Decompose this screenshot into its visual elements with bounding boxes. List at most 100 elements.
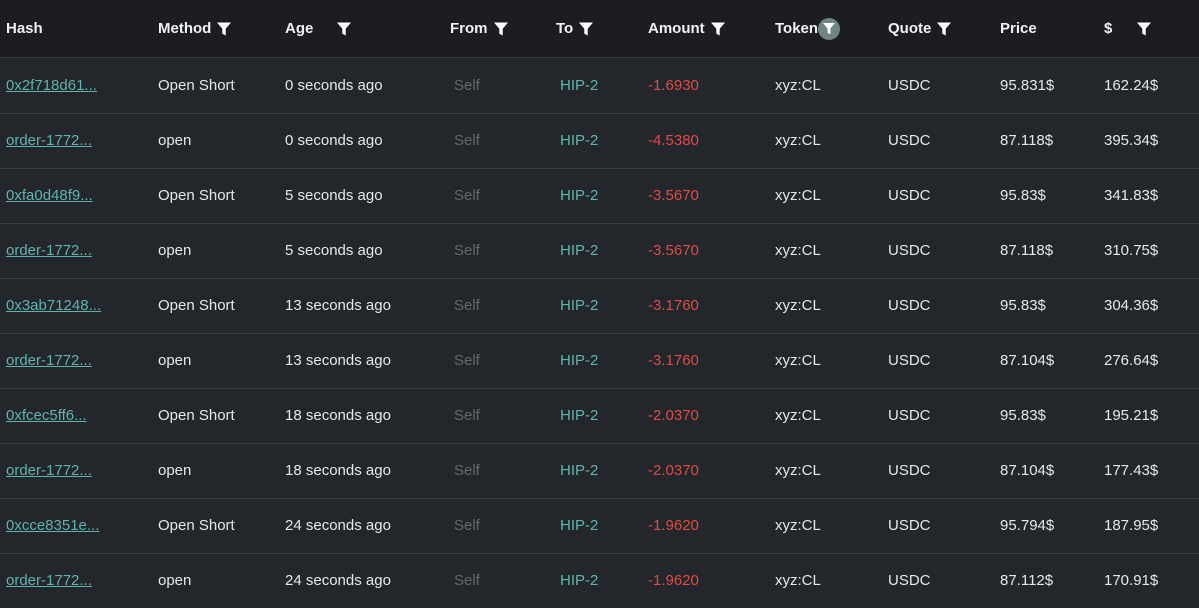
amount-cell-container: -2.0370: [648, 388, 699, 443]
age-cell: 24 seconds ago: [285, 572, 391, 589]
column-header-value[interactable]: $: [1104, 0, 1155, 57]
column-header-from[interactable]: From: [450, 0, 512, 57]
price-cell: 87.118$: [1000, 132, 1054, 149]
to-cell-container: HIP-2: [560, 388, 598, 443]
value-cell-container: 195.21$: [1104, 388, 1158, 443]
to-cell-container: HIP-2: [560, 168, 598, 223]
quote-cell: USDC: [888, 352, 931, 369]
filter-icon[interactable]: [933, 18, 955, 40]
price-cell-container: 95.794$: [1000, 498, 1054, 553]
hash-link[interactable]: order-1772...: [6, 242, 92, 259]
quote-cell: USDC: [888, 517, 931, 534]
column-header-amount[interactable]: Amount: [648, 0, 729, 57]
method-cell: Open Short: [158, 187, 235, 204]
amount-cell: -3.5670: [648, 187, 699, 204]
hash-link-container: 0xfcec5ff6...: [6, 388, 87, 443]
method-cell-container: Open Short: [158, 58, 235, 113]
hash-link[interactable]: 0x3ab71248...: [6, 297, 102, 314]
column-header-method[interactable]: Method: [158, 0, 235, 57]
value-cell: 195.21$: [1104, 407, 1159, 424]
table-row[interactable]: order-1772... open 18 seconds ago Self HIP-2…: [0, 443, 1199, 499]
value-cell: 276.64$: [1104, 352, 1159, 369]
column-header-label: Amount: [648, 20, 705, 37]
amount-cell-container: -1.9620: [648, 553, 699, 608]
quote-cell-container: USDC: [888, 553, 931, 608]
hash-link[interactable]: order-1772...: [6, 132, 92, 149]
hash-link-container: 0x2f718d61...: [6, 58, 97, 113]
filter-icon[interactable]: [1133, 18, 1155, 40]
token-cell: xyz:CL: [775, 462, 821, 479]
amount-cell: -2.0370: [648, 462, 699, 479]
hash-link[interactable]: order-1772...: [6, 462, 92, 479]
amount-cell-container: -3.5670: [648, 223, 699, 278]
to-cell: HIP-2: [560, 77, 599, 94]
amount-cell-container: -3.5670: [648, 168, 699, 223]
column-header-to[interactable]: To: [556, 0, 597, 57]
age-cell-container: 0 seconds ago: [285, 113, 383, 168]
quote-cell-container: USDC: [888, 278, 931, 333]
filter-icon-active[interactable]: [818, 17, 841, 40]
from-cell-container: Self: [454, 58, 480, 113]
hash-link[interactable]: 0xcce8351e...: [6, 517, 100, 534]
method-cell-container: open: [158, 553, 191, 608]
filter-icon[interactable]: [575, 18, 597, 40]
column-header-token[interactable]: Token: [775, 0, 841, 57]
hash-link[interactable]: 0x2f718d61...: [6, 77, 97, 94]
column-header-hash[interactable]: Hash: [6, 0, 43, 57]
filter-icon[interactable]: [707, 18, 729, 40]
filter-icon[interactable]: [333, 18, 355, 40]
filter-icon[interactable]: [490, 18, 512, 40]
price-cell: 87.118$: [1000, 242, 1054, 259]
hash-link[interactable]: order-1772...: [6, 572, 92, 589]
price-cell-container: 95.83$: [1000, 168, 1046, 223]
hash-link-container: 0xfa0d48f9...: [6, 168, 93, 223]
method-cell: open: [158, 462, 192, 479]
amount-cell: -2.0370: [648, 407, 699, 424]
table-row[interactable]: order-1772... open 24 seconds ago Self HIP-2…: [0, 553, 1199, 608]
table-row[interactable]: order-1772... open 0 seconds ago Self HIP-2 -…: [0, 113, 1199, 169]
value-cell-container: 276.64$: [1104, 333, 1158, 388]
to-cell-container: HIP-2: [560, 113, 598, 168]
table-row[interactable]: order-1772... open 13 seconds ago Self HIP-2…: [0, 333, 1199, 389]
hash-link-container: order-1772...: [6, 333, 92, 388]
token-cell-container: xyz:CL: [775, 553, 821, 608]
method-cell: Open Short: [158, 407, 235, 424]
age-cell-container: 18 seconds ago: [285, 388, 391, 443]
from-cell: Self: [454, 187, 480, 204]
age-cell-container: 24 seconds ago: [285, 553, 391, 608]
price-cell-container: 95.83$: [1000, 278, 1046, 333]
table-row[interactable]: 0xcce8351e... Open Short 24 seconds ago Sel…: [0, 498, 1199, 554]
table-row[interactable]: 0xfcec5ff6... Open Short 18 seconds ago Sel…: [0, 388, 1199, 444]
table-row[interactable]: 0x3ab71248... Open Short 13 seconds ago Sel…: [0, 278, 1199, 334]
column-header-age[interactable]: Age: [285, 0, 355, 57]
method-cell-container: Open Short: [158, 498, 235, 553]
amount-cell: -1.6930: [648, 77, 699, 94]
filter-icon[interactable]: [213, 18, 235, 40]
method-cell: Open Short: [158, 297, 235, 314]
to-cell: HIP-2: [560, 352, 599, 369]
column-header-price[interactable]: Price: [1000, 0, 1037, 57]
column-header-quote[interactable]: Quote: [888, 0, 955, 57]
token-cell-container: xyz:CL: [775, 168, 821, 223]
age-cell-container: 13 seconds ago: [285, 333, 391, 388]
hash-link[interactable]: 0xfa0d48f9...: [6, 187, 93, 204]
quote-cell-container: USDC: [888, 388, 931, 443]
amount-cell-container: -3.1760: [648, 333, 699, 388]
hash-link[interactable]: 0xfcec5ff6...: [6, 407, 87, 424]
to-cell: HIP-2: [560, 242, 599, 259]
token-cell: xyz:CL: [775, 132, 821, 149]
price-cell-container: 87.104$: [1000, 333, 1054, 388]
table-row[interactable]: 0xfa0d48f9... Open Short 5 seconds ago Self…: [0, 168, 1199, 224]
token-cell: xyz:CL: [775, 572, 821, 589]
age-cell: 5 seconds ago: [285, 187, 383, 204]
from-cell: Self: [454, 132, 480, 149]
table-row[interactable]: 0x2f718d61... Open Short 0 seconds ago Self…: [0, 58, 1199, 114]
method-cell-container: open: [158, 443, 191, 498]
table-row[interactable]: order-1772... open 5 seconds ago Self HIP-2 -…: [0, 223, 1199, 279]
value-cell-container: 187.95$: [1104, 498, 1158, 553]
to-cell-container: HIP-2: [560, 223, 598, 278]
price-cell: 95.83$: [1000, 187, 1046, 204]
token-cell-container: xyz:CL: [775, 223, 821, 278]
hash-link[interactable]: order-1772...: [6, 352, 92, 369]
